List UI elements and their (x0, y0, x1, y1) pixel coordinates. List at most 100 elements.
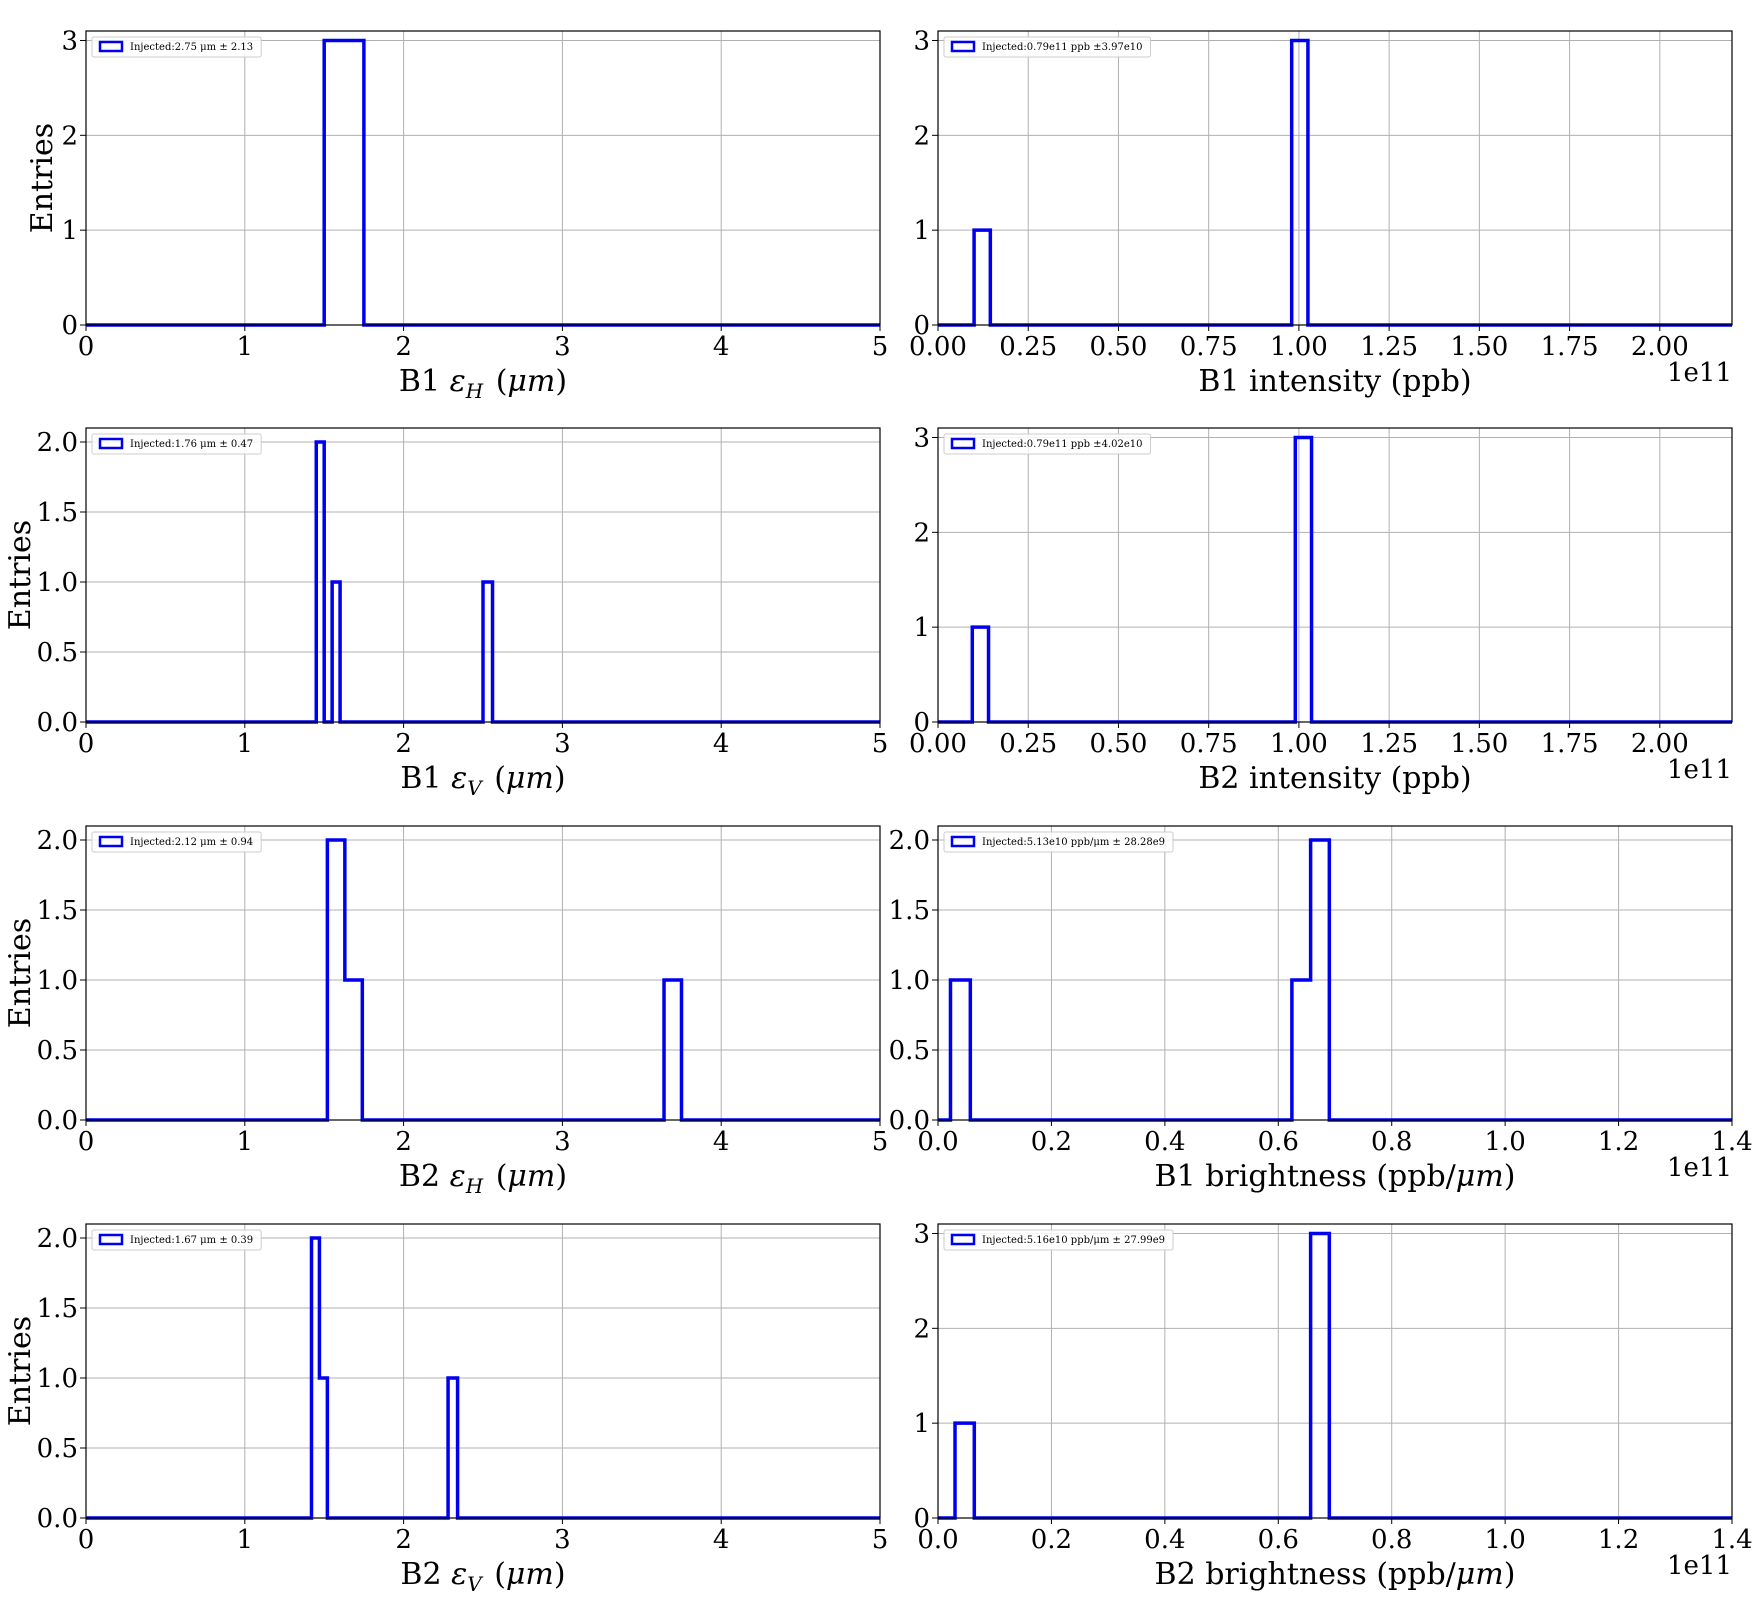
label-part: B1 (400, 761, 451, 796)
y-tick-label: 2 (913, 121, 930, 151)
legend-box (943, 1229, 1174, 1251)
x-tick-label: 1.00 (1270, 332, 1328, 362)
x-tick-label: 5 (872, 1127, 889, 1157)
x-tick-label: 0.75 (1180, 729, 1238, 759)
x-tick-label: 0.50 (1090, 729, 1148, 759)
legend-label: Injected:5.13e10 ppb/μm ± 28.28e9 (982, 837, 1165, 848)
x-tick-label: 1.0 (1484, 1525, 1525, 1555)
y-tick-label: 2 (61, 121, 78, 151)
histogram-step-line (86, 440, 880, 724)
legend-swatch (950, 40, 976, 53)
legend-swatch (98, 835, 124, 848)
x-tick-label: 0.2 (1031, 1525, 1072, 1555)
y-tick-label: 0 (913, 708, 930, 738)
axis-offset-label: 1e11 (1667, 358, 1732, 388)
label-epsilon: ε (450, 1159, 466, 1194)
y-tick-label: 3 (913, 26, 930, 56)
legend-box (943, 831, 1174, 853)
x-tick-label: 1.4 (1711, 1127, 1752, 1157)
y-tick-label: 1.5 (889, 896, 930, 926)
y-tick-label: 0.5 (37, 1036, 78, 1066)
axes-frame (85, 825, 881, 1121)
label-part: ) (555, 364, 567, 399)
x-tick-label: 1.25 (1360, 332, 1418, 362)
legend: Injected:5.16e10 ppb/μm ± 27.99e9 (943, 1229, 1174, 1251)
y-tick-label: 0.0 (37, 1504, 78, 1534)
y-tick-label: 0 (913, 1504, 930, 1534)
label-part: ( (485, 761, 506, 796)
x-axis-label: B2 εV (μm) (400, 1557, 565, 1596)
x-tick-label: 0.25 (999, 729, 1057, 759)
x-tick-label: 4 (713, 332, 730, 362)
y-tick-label: 1.5 (37, 896, 78, 926)
label-unit: μm (506, 1557, 554, 1592)
x-tick-label: 2 (395, 332, 412, 362)
x-tick-label: 2.00 (1631, 332, 1689, 362)
axes-frame (937, 427, 1733, 723)
chart-panel-3: 0 1 2 3 4 5 0.0 0.5 1.0 1.5 2.0 B1 εV (μm) Entries In… (3, 427, 889, 800)
x-tick-label: 0.00 (909, 332, 967, 362)
legend-box (91, 36, 262, 58)
x-tick-label: 0.2 (1031, 1127, 1072, 1157)
y-tick-label: 1 (913, 216, 930, 246)
y-tick-label: 1.0 (37, 1364, 78, 1394)
axes-frame (937, 1223, 1733, 1519)
legend-label: Injected:1.67 μm ± 0.39 (130, 1235, 253, 1246)
legend: Injected:5.13e10 ppb/μm ± 28.28e9 (943, 831, 1174, 853)
x-tick-label: 1.50 (1450, 332, 1508, 362)
x-tick-label: 3 (554, 1525, 571, 1555)
x-tick-label: 0 (78, 1127, 95, 1157)
legend-label: Injected:2.12 μm ± 0.94 (130, 837, 253, 848)
x-axis-label: B2 intensity (ppb) (1198, 761, 1471, 796)
axes-frame (85, 30, 881, 326)
y-axis-label: Entries (3, 520, 38, 630)
x-tick-label: 0.8 (1371, 1525, 1412, 1555)
y-tick-label: 0.5 (37, 638, 78, 668)
x-axis-label: B2 εH (μm) (399, 1159, 567, 1198)
legend-swatch (98, 437, 124, 450)
x-tick-label: 5 (872, 729, 889, 759)
x-tick-label: 0.4 (1144, 1525, 1185, 1555)
legend-swatch (950, 437, 976, 450)
x-tick-label: 4 (713, 1127, 730, 1157)
legend: Injected:2.75 μm ± 2.13 (91, 36, 262, 58)
legend: Injected:1.76 μm ± 0.47 (91, 433, 262, 455)
x-tick-label: 5 (872, 332, 889, 362)
legend-label: Injected:0.79e11 ppb ±3.97e10 (982, 42, 1142, 53)
label-part: ) (555, 1159, 567, 1194)
legend-box (91, 1229, 262, 1251)
y-tick-label: 1 (61, 216, 78, 246)
histogram-step-line (938, 1231, 1732, 1520)
label-part: ) (1504, 1557, 1516, 1592)
histogram-step-line (86, 838, 880, 1122)
x-tick-label: 1.4 (1711, 1525, 1752, 1555)
histogram-step-line (86, 38, 880, 327)
y-tick-label: 2.0 (889, 826, 930, 856)
legend-swatch (950, 1233, 976, 1246)
legend-swatch (950, 835, 976, 848)
y-tick-label: 0.0 (37, 708, 78, 738)
label-subscript: V (467, 776, 484, 800)
x-tick-label: 2 (395, 729, 412, 759)
x-tick-label: 1.2 (1598, 1525, 1639, 1555)
label-subscript: H (465, 379, 484, 403)
y-tick-label: 3 (61, 26, 78, 56)
x-tick-label: 1.00 (1270, 729, 1328, 759)
label-subscript: V (467, 1572, 484, 1596)
x-tick-label: 2 (395, 1127, 412, 1157)
x-axis-label: B1 εH (μm) (399, 364, 567, 403)
label-part: ) (1504, 1159, 1516, 1194)
axes-frame (85, 1223, 881, 1519)
x-tick-label: 0.25 (999, 332, 1057, 362)
axes-frame (937, 825, 1733, 1121)
legend-box (943, 433, 1151, 455)
histogram-step-line (86, 1236, 880, 1520)
axes-frame (937, 30, 1733, 326)
label-unit: μm (506, 761, 554, 796)
label-part: B1 (399, 364, 450, 399)
legend-box (91, 433, 262, 455)
legend: Injected:1.67 μm ± 0.39 (91, 1229, 262, 1251)
x-tick-label: 1 (237, 1127, 254, 1157)
